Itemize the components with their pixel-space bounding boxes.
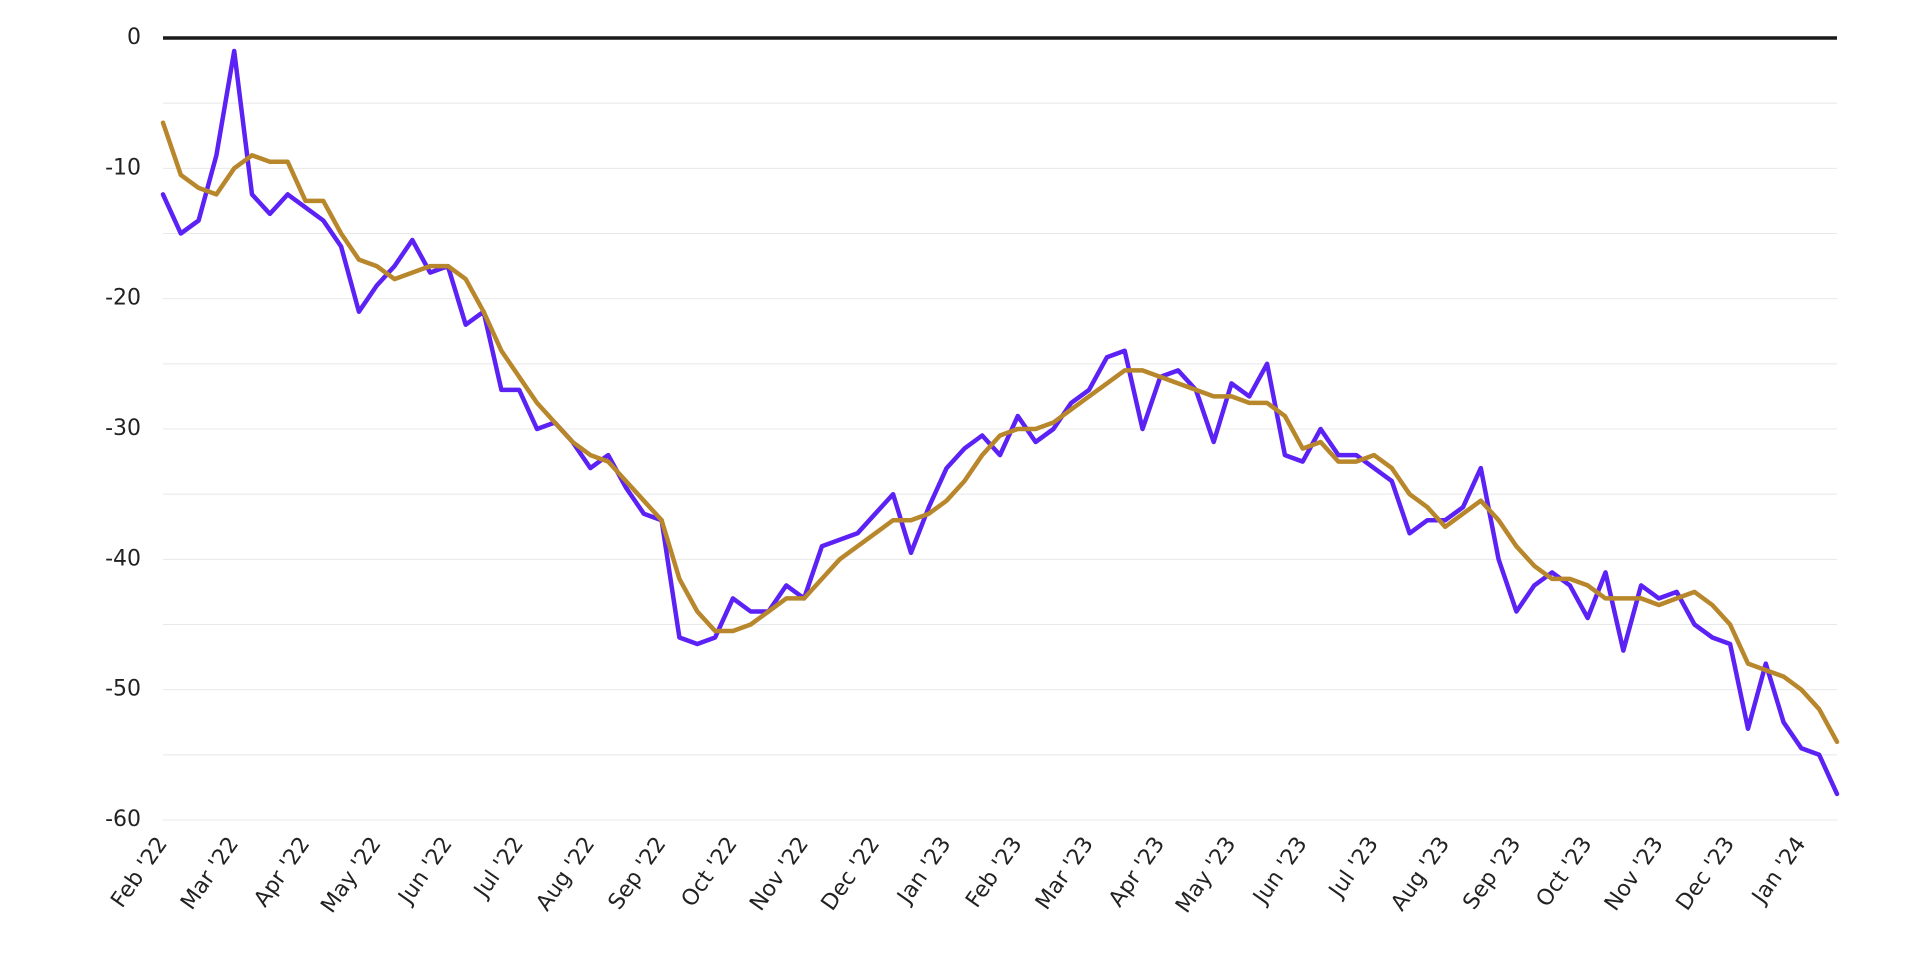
- x-tick-label: Mar '22: [176, 833, 244, 915]
- x-tick-label: Mar '23: [1031, 833, 1099, 915]
- x-tick-label: Jul '22: [469, 833, 529, 904]
- x-tick-label: Aug '23: [1386, 833, 1455, 916]
- x-tick-label: Aug '22: [532, 833, 601, 916]
- x-tick-label: May '23: [1171, 833, 1241, 918]
- x-tick-label: Oct '23: [1532, 833, 1598, 912]
- x-tick-label: Sep '22: [604, 833, 672, 915]
- y-tick-label: -30: [105, 416, 141, 441]
- series-line: [160, 48, 1840, 797]
- x-tick-label: Dec '22: [817, 833, 885, 916]
- x-tick-label: Nov '22: [745, 833, 814, 916]
- y-tick-label: -20: [105, 286, 141, 311]
- x-tick-label: Jan '23: [892, 833, 957, 910]
- x-tick-label: Jun '23: [1248, 833, 1313, 911]
- x-tick-label: Nov '23: [1600, 833, 1669, 916]
- x-tick-label: Dec '23: [1672, 833, 1740, 916]
- series-line: [160, 120, 1840, 745]
- x-tick-label: Feb '23: [961, 833, 1027, 913]
- y-tick-label: -40: [105, 546, 141, 571]
- x-tick-label: Oct '22: [677, 833, 743, 912]
- y-tick-label: 0: [127, 25, 141, 50]
- x-tick-label: Jan '24: [1747, 833, 1812, 910]
- x-tick-label: Apr '23: [1104, 833, 1170, 912]
- x-tick-label: Sep '23: [1458, 833, 1526, 915]
- x-tick-label: Jul '23: [1323, 833, 1383, 904]
- y-tick-label: -10: [105, 155, 141, 180]
- x-tick-label: Apr '22: [249, 833, 315, 912]
- y-tick-label: -60: [105, 807, 141, 832]
- y-tick-label: -50: [105, 677, 141, 702]
- x-tick-label: Jun '22: [393, 833, 458, 911]
- x-tick-label: Feb '22: [106, 833, 172, 913]
- x-tick-label: May '22: [316, 833, 386, 918]
